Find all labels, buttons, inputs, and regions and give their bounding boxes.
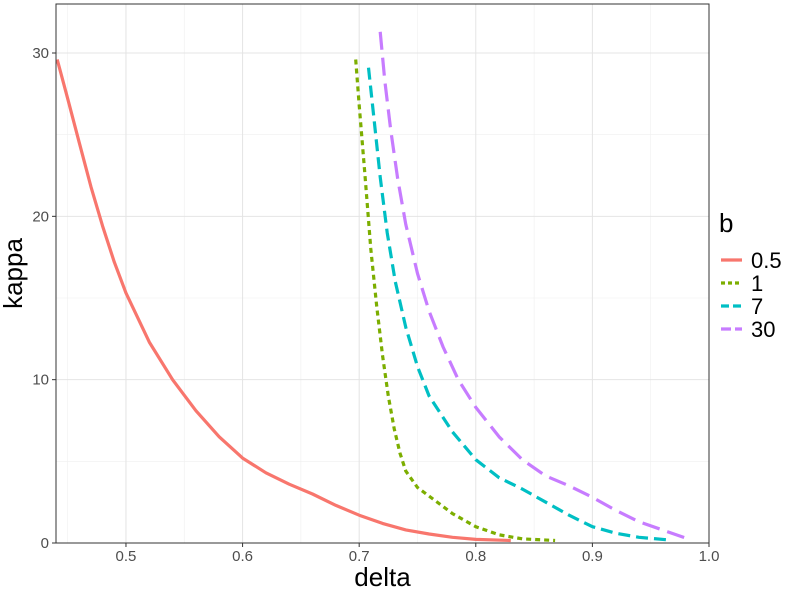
legend-label-2: 7 bbox=[751, 294, 763, 319]
x-tick-label: 0.9 bbox=[582, 548, 603, 565]
series-line-1 bbox=[354, 59, 556, 543]
series-line-2 bbox=[366, 67, 667, 542]
y-tick-label: 20 bbox=[32, 208, 49, 225]
axis-ticks: 0.5 0.6 0.7 0.8 0.9 1.0 0 10 20 30 bbox=[32, 45, 719, 565]
x-tick-label: 0.8 bbox=[465, 548, 486, 565]
x-axis-label: delta bbox=[354, 562, 411, 592]
series-line-0 bbox=[55, 59, 511, 543]
legend-label-3: 30 bbox=[751, 317, 775, 342]
plot-border bbox=[55, 3, 710, 544]
y-axis-label: kappa bbox=[0, 238, 28, 309]
y-tick-label: 0 bbox=[41, 535, 49, 552]
series-line-3 bbox=[378, 31, 687, 540]
series-lines bbox=[55, 31, 687, 543]
legend-title: b bbox=[719, 208, 733, 238]
legend-label-1: 1 bbox=[751, 271, 763, 296]
x-tick-label: 1.0 bbox=[699, 548, 720, 565]
grid-lines bbox=[56, 4, 710, 544]
legend-label-0: 0.5 bbox=[751, 248, 782, 273]
x-tick-label: 0.7 bbox=[349, 548, 370, 565]
y-tick-label: 30 bbox=[32, 45, 49, 62]
y-tick-label: 10 bbox=[32, 372, 49, 389]
x-tick-label: 0.5 bbox=[116, 548, 137, 565]
x-tick-label: 0.6 bbox=[232, 548, 253, 565]
